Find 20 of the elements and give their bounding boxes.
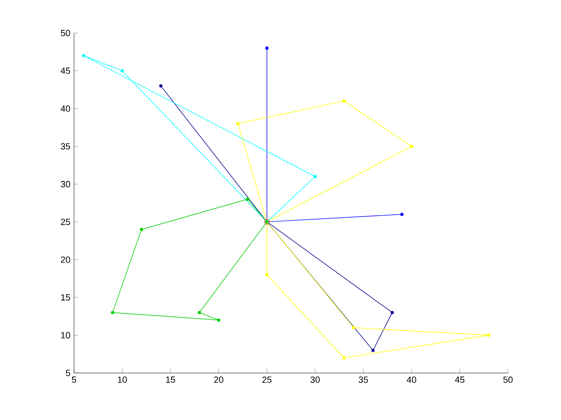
- x-tick-label: 30: [310, 376, 320, 383]
- x-tick-label: 45: [454, 376, 464, 383]
- x-tick-label: 25: [262, 376, 272, 383]
- y-tick-label: 15: [61, 294, 70, 301]
- y-tick-label: 10: [61, 332, 70, 338]
- y-tick-label: 25: [60, 218, 70, 226]
- y-tick-label: 20: [60, 256, 70, 263]
- y-tick-label: 5: [66, 370, 70, 376]
- y-tick-label: 45: [60, 68, 70, 74]
- y-tick-label: 30: [60, 180, 70, 188]
- x-tick-label: 15: [166, 376, 176, 383]
- y-tick-label: 40: [60, 105, 70, 112]
- x-tick-label: 20: [214, 376, 224, 383]
- x-tick-label: 5: [72, 376, 76, 383]
- x-tick-label: 10: [118, 376, 127, 383]
- y-tick-label: 50: [60, 30, 70, 36]
- x-tick-label: 40: [406, 376, 416, 383]
- x-tick-label: 35: [358, 376, 368, 383]
- x-tick-label: 50: [503, 376, 513, 383]
- y-tick-label: 35: [60, 143, 70, 150]
